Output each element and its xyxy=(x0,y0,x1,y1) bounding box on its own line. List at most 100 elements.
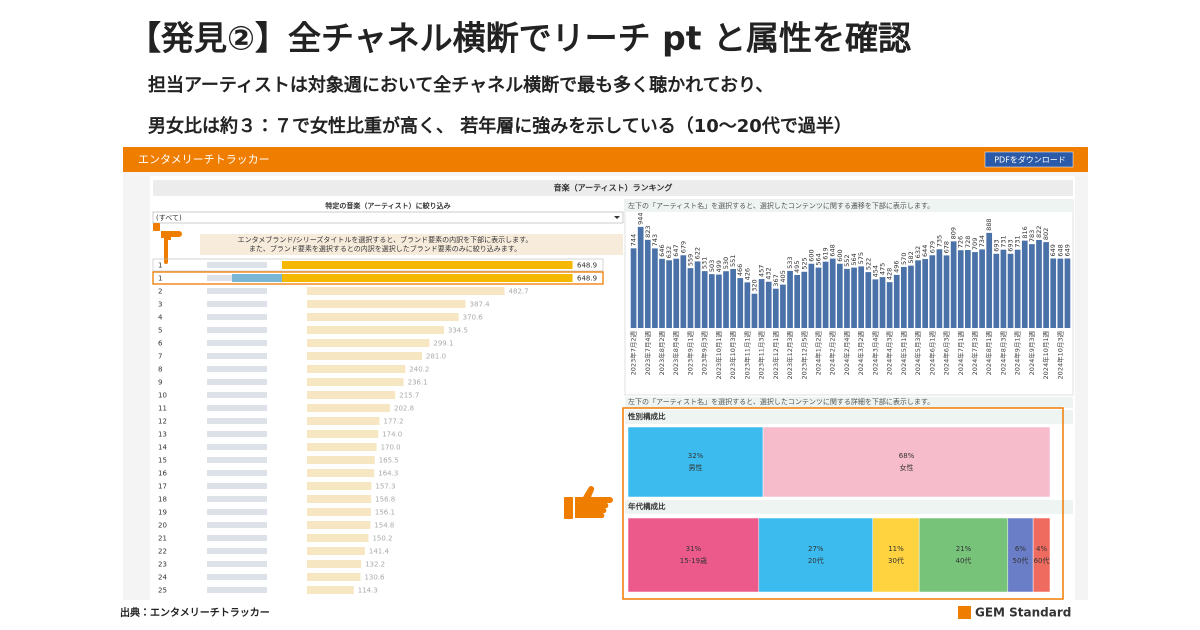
pointer-icon xyxy=(564,486,613,519)
dropdown-arrow xyxy=(614,216,620,219)
bar xyxy=(993,253,1000,328)
name-blur xyxy=(207,262,267,268)
value-label: 632 xyxy=(665,246,673,258)
x-tick-label: 2024年2月2週 xyxy=(828,331,837,376)
value-label: 240.2 xyxy=(409,366,429,374)
segment-value: 4% xyxy=(1036,545,1047,553)
value-label: 559 xyxy=(686,254,694,266)
bar xyxy=(886,282,893,328)
value-label: 646 xyxy=(658,244,666,256)
value-label: 648 xyxy=(829,244,837,256)
x-tick-label: 2024年6月1週 xyxy=(927,331,936,376)
bar xyxy=(307,417,380,425)
source: 出典：エンタメリーチトラッカー xyxy=(120,606,270,619)
bar xyxy=(307,547,365,555)
value-label: 570 xyxy=(900,253,908,265)
name-blur xyxy=(207,301,267,307)
filter-select[interactable] xyxy=(152,211,624,224)
value-label: 648.9 xyxy=(577,275,597,283)
rank: 14 xyxy=(158,444,167,452)
x-tick-label: 2024年9月3週 xyxy=(1027,331,1036,376)
rank: 2 xyxy=(158,288,162,296)
note-line: また、ブランド要素を選択するとの内訳を選択したブランド要素のみに絞り込みます。 xyxy=(249,244,521,253)
value-label: 648.9 xyxy=(577,262,597,270)
bar xyxy=(765,281,772,328)
x-tick-label: 2024年10月3週 xyxy=(1055,331,1064,380)
segment-value: 6% xyxy=(1015,545,1026,553)
bar xyxy=(893,274,900,328)
bar xyxy=(673,258,680,328)
bar xyxy=(723,271,729,328)
value-label: 632 xyxy=(914,246,922,258)
filter-value[interactable]: (すべて) xyxy=(156,214,182,222)
x-tick-label: 2024年8月3週 xyxy=(998,331,1007,376)
filter-label: 特定の音楽（アーティスト）に絞り込み xyxy=(325,201,450,210)
segment-value: 31% xyxy=(686,545,702,553)
x-tick-label: 2024年9月1週 xyxy=(1013,331,1022,376)
rank: 23 xyxy=(158,561,167,569)
value-label: 731 xyxy=(1014,235,1022,247)
x-tick-label: 2024年5月3週 xyxy=(913,331,922,376)
x-tick-label: 2024年4月3週 xyxy=(885,331,894,376)
value-label: 475 xyxy=(879,263,887,275)
x-tick-label: 2024年2月4週 xyxy=(842,331,851,376)
x-tick-label: 2024年3月2週 xyxy=(856,331,865,376)
value-label: 432 xyxy=(765,267,773,279)
segment xyxy=(872,517,920,593)
bar xyxy=(915,260,921,328)
bar xyxy=(307,443,377,451)
value-label: 575 xyxy=(857,252,865,264)
x-tick-label: 2023年8月2週 xyxy=(657,331,666,376)
value-label: 405 xyxy=(779,270,787,282)
value-label: 170.0 xyxy=(381,444,401,452)
value-label: 551 xyxy=(729,255,737,267)
value-label: 114.3 xyxy=(358,587,378,595)
rank: 15 xyxy=(158,457,167,465)
rank: 13 xyxy=(158,431,167,439)
segment-value: 11% xyxy=(888,545,904,553)
value-label: 457 xyxy=(758,265,766,277)
pdf-button[interactable] xyxy=(984,151,1074,168)
segment-value: 21% xyxy=(956,545,972,553)
bar xyxy=(851,267,857,328)
value-label: 802 xyxy=(1042,228,1050,240)
name-blur xyxy=(207,405,267,411)
bar xyxy=(780,284,786,328)
bar xyxy=(307,378,404,386)
x-tick-label: 2023年12月1週 xyxy=(771,331,780,380)
value-label: 132.2 xyxy=(365,561,385,569)
bar xyxy=(307,430,379,438)
value-label: 299.1 xyxy=(433,340,453,348)
bar xyxy=(1064,258,1071,328)
row-frame xyxy=(152,258,604,272)
pdf-button-label[interactable]: PDFをダウンロード xyxy=(994,155,1066,165)
age-band xyxy=(625,500,1073,514)
segment-label: 60代 xyxy=(1034,556,1050,565)
value-label: 649 xyxy=(1063,244,1071,256)
value-label: 428 xyxy=(886,268,894,280)
value-label: 552 xyxy=(843,254,851,266)
bar xyxy=(730,268,736,328)
rank: 5 xyxy=(158,327,162,335)
segment xyxy=(758,517,874,593)
rank: 12 xyxy=(158,418,167,426)
app-bar xyxy=(123,147,1088,172)
app-title: エンタメリーチトラッカー xyxy=(138,153,270,166)
value-label: 679 xyxy=(928,241,936,253)
value-label: 744 xyxy=(630,234,638,246)
name-blur xyxy=(207,366,267,372)
value-label: 495 xyxy=(793,261,801,273)
x-tick-label: 2023年7月2週 xyxy=(629,331,638,376)
bar xyxy=(986,232,993,328)
segment-value: 68% xyxy=(899,452,915,460)
bar xyxy=(307,469,375,477)
value-label: 644 xyxy=(921,245,929,257)
value-label: 944 xyxy=(637,212,645,224)
bar xyxy=(1029,244,1035,328)
segment xyxy=(918,517,1009,593)
value-label: 499 xyxy=(715,260,723,272)
bar xyxy=(908,265,914,328)
rank: 18 xyxy=(158,496,167,504)
segment-label: 30代 xyxy=(888,556,904,565)
logo: GEM Standard xyxy=(975,606,1071,620)
